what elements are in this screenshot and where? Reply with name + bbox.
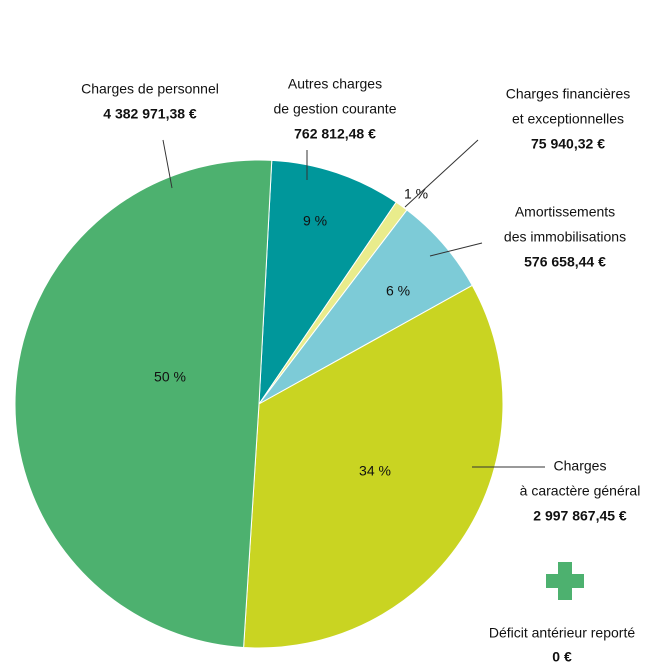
slice-label: Charges [554,458,607,474]
slice-amount: 762 812,48 € [294,126,376,142]
slice-label: Amortissements [515,204,615,220]
slice-label: Autres charges [288,76,382,92]
slice-amount: 2 997 867,45 € [533,508,627,524]
slice-amount: 576 658,44 € [524,254,606,270]
slice-label: des immobilisations [504,229,626,245]
pie-slice [14,159,273,649]
plus-icon [546,562,584,600]
percentage-label: 34 % [359,463,391,479]
pie-slice [258,159,397,406]
slice-label: et exceptionnelles [512,111,624,127]
deficit-value: 0 € [552,649,572,665]
leader-line [429,242,483,257]
deficit-label: Déficit antérieur reporté [489,625,636,641]
percentage-label: 6 % [386,283,410,299]
percentage-label: 1 % [404,186,428,202]
leader-line [404,139,479,208]
slice-amount: 4 382 971,38 € [103,106,197,122]
leader-line [162,139,173,189]
percentage-label: 9 % [303,213,327,229]
slice-label: Charges financières [506,86,631,102]
percentage-label: 50 % [154,369,186,385]
slice-label: de gestion courante [274,101,397,117]
pie-slice [243,284,504,649]
slice-label: à caractère général [520,483,641,499]
slice-amount: 75 940,32 € [531,136,605,152]
slice-label: Charges de personnel [81,81,219,97]
